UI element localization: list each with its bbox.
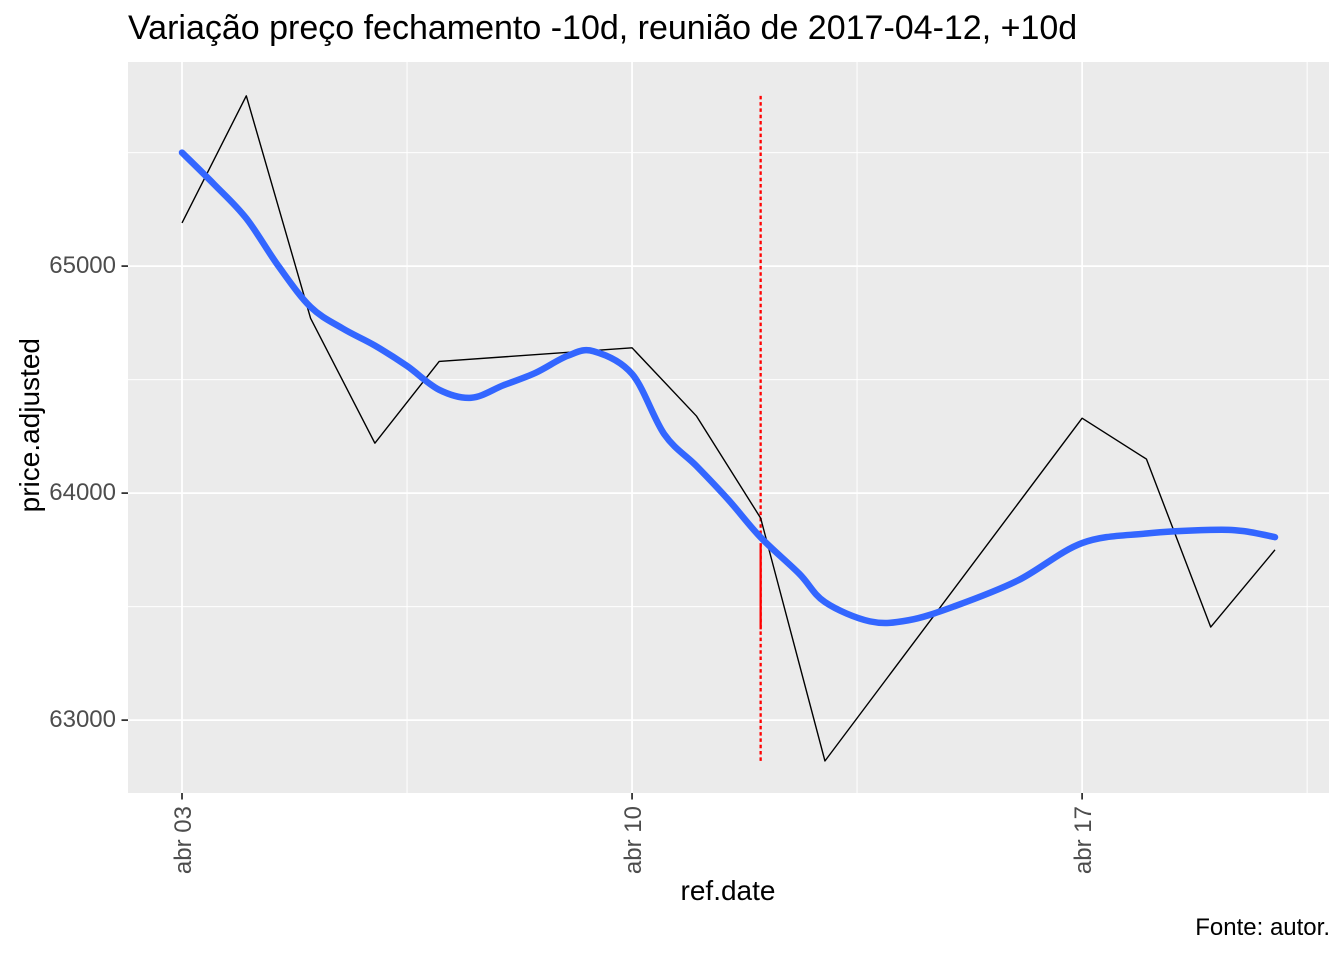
y-tick-label: 64000 (49, 479, 116, 507)
x-tick-label: abr 10 (620, 806, 648, 875)
x-tick-label: abr 17 (1070, 806, 1098, 875)
plot-title: Variação preço fechamento -10d, reunião … (128, 9, 1078, 47)
y-tick-label: 63000 (49, 706, 116, 734)
caption: Fonte: autor. (1195, 914, 1330, 941)
series-price-line (181, 95, 1276, 762)
x-tick-label: abr 03 (170, 806, 197, 875)
series-smooth-line (178, 149, 1279, 627)
x-axis-title: ref.date (680, 875, 776, 906)
y-tick-label: 65000 (49, 252, 116, 280)
panel-background (128, 62, 1329, 793)
